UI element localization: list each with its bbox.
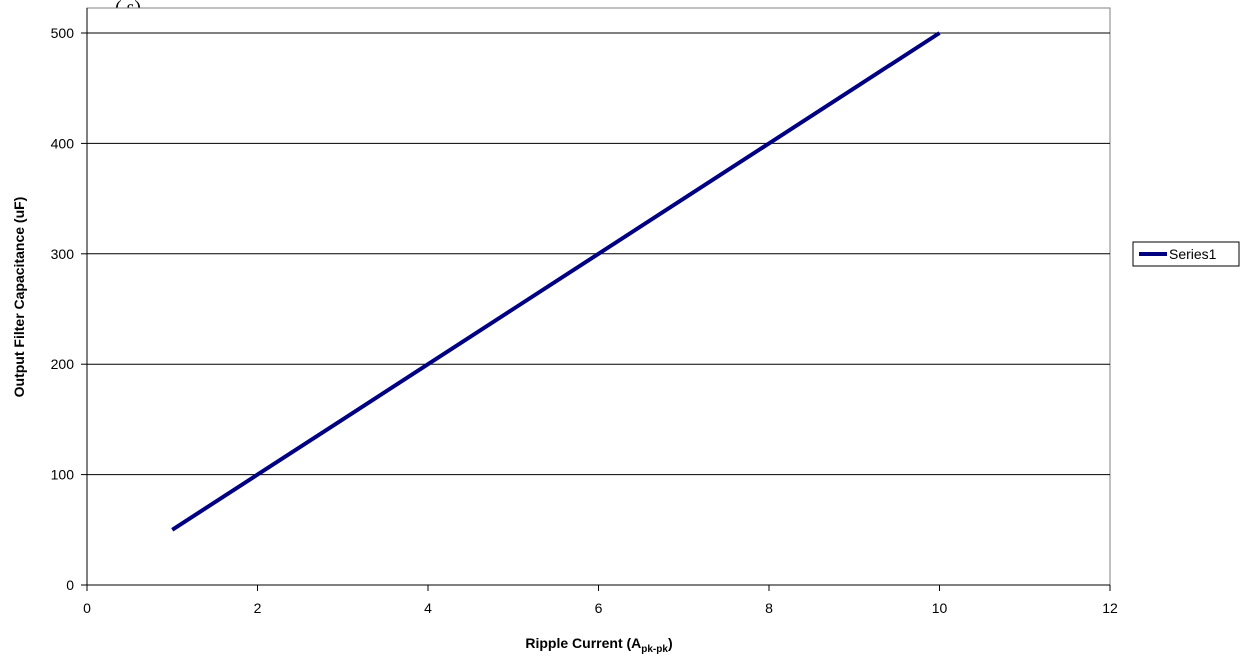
x-axis-title-main: Ripple Current (A [525, 635, 641, 651]
x-axis-title: Ripple Current (Apk-pk) [525, 635, 672, 655]
series-layer [171, 31, 941, 532]
y-tick-label-200: 200 [51, 356, 75, 372]
legend-label-series1: Series1 [1169, 246, 1217, 262]
x-tick-label-0: 0 [83, 600, 91, 616]
y-axis-title: Output Filter Capacitance (uF) [11, 197, 27, 398]
x-tick-label-4: 4 [424, 600, 432, 616]
y-tick-label-500: 500 [51, 25, 75, 41]
y-tick-label-0: 0 [66, 577, 74, 593]
y-tick-label-100: 100 [51, 467, 75, 483]
y-tick-label-300: 300 [51, 246, 75, 262]
legend: Series1 [1132, 241, 1240, 267]
x-axis-title-close: ) [668, 635, 673, 651]
x-tick-label-10: 10 [932, 600, 948, 616]
x-tick-label-12: 12 [1102, 600, 1118, 616]
x-axis-ticks: 0 2 4 6 8 10 12 [83, 585, 1118, 616]
plot-area [86, 7, 1111, 586]
series-line-1 [171, 31, 941, 532]
y-tick-label-400: 400 [51, 135, 75, 151]
x-tick-label-6: 6 [595, 600, 603, 616]
x-tick-label-8: 8 [765, 600, 773, 616]
y-axis-ticks: 0 100 200 300 400 500 [51, 25, 87, 593]
x-axis-title-subscript: pk-pk [641, 644, 668, 655]
x-tick-label-2: 2 [254, 600, 262, 616]
